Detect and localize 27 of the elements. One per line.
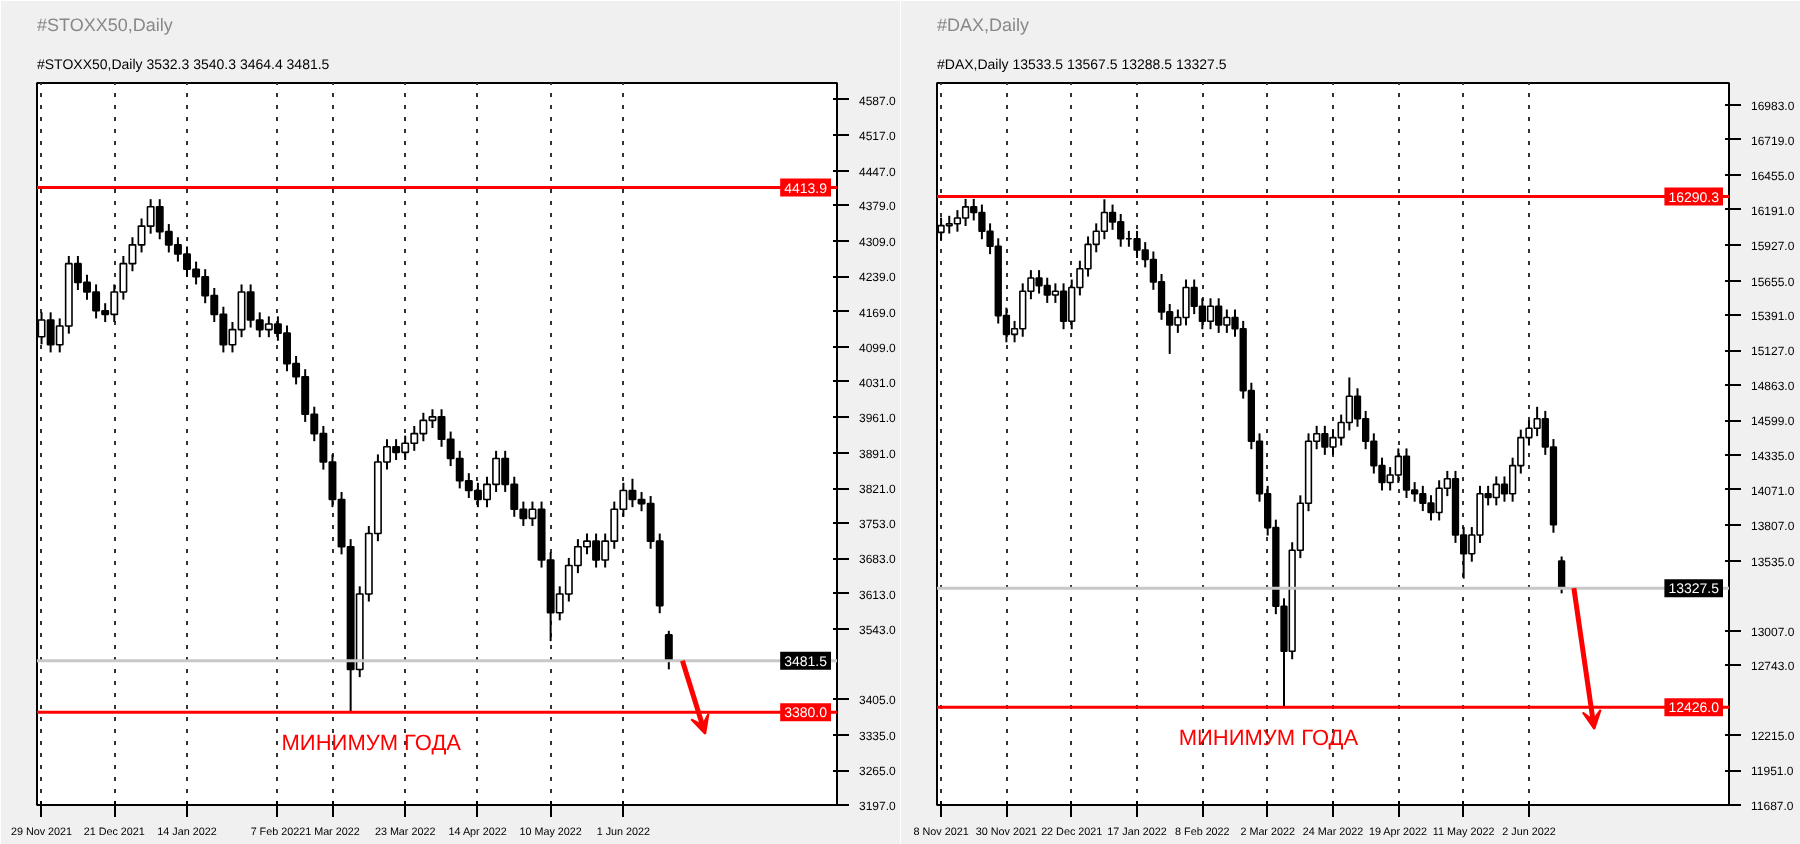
candlestick: [1419, 484, 1427, 513]
candlestick: [1394, 447, 1402, 484]
candlestick: [1223, 308, 1231, 334]
annotation: МИНИМУМ ГОДА: [281, 732, 463, 757]
candlestick: [1206, 297, 1215, 331]
candlestick: [1345, 376, 1353, 432]
candlestick: [1100, 198, 1109, 241]
candlestick: [961, 197, 970, 227]
candlestick: [1059, 282, 1068, 331]
candlestick: [1427, 494, 1435, 522]
candlestick: [1182, 278, 1190, 327]
candlestick: [1321, 424, 1329, 456]
candlestick: [1492, 475, 1500, 507]
candlestick: [1019, 282, 1027, 338]
annotation: МИНИМУМ ГОДА: [1178, 727, 1360, 752]
candlestick: [953, 209, 962, 233]
candlestick: [1117, 212, 1125, 248]
candlestick: [1557, 555, 1566, 595]
candlestick: [1043, 276, 1051, 304]
chart-title: #STOXX50,Daily: [37, 15, 174, 35]
candlestick: [1035, 269, 1043, 295]
candlestick: [1402, 447, 1411, 499]
candlestick: [1215, 297, 1223, 334]
candlestick: [1435, 479, 1443, 522]
chart-title: #DAX,Daily: [937, 15, 1031, 35]
candlestick: [664, 629, 673, 671]
candlestick: [1133, 229, 1141, 259]
